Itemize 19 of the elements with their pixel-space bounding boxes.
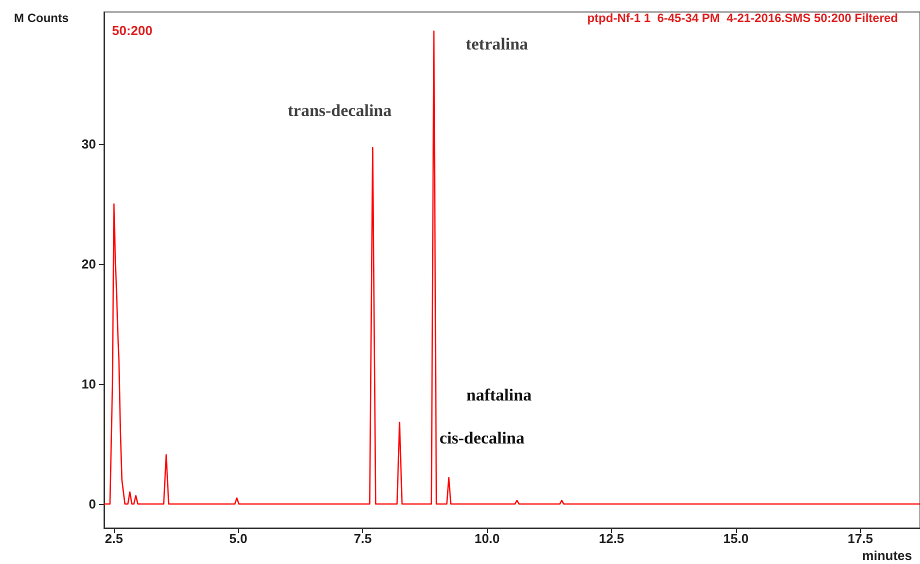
y-axis-title: M Counts [14, 11, 69, 25]
x-tick-label: 2.5 [104, 531, 123, 546]
x-tick-label: 12.5 [598, 531, 624, 546]
annotation: trans-decalina [288, 101, 392, 120]
x-axis-title: minutes [862, 548, 912, 563]
x-tick-label: 15.0 [723, 531, 749, 546]
chart-title: ptpd-Nf-1 1 6-45-34 PM 4-21-2016.SMS 50:200 Filtered [587, 11, 898, 25]
x-tick-label: 5.0 [229, 531, 248, 546]
x-tick-label: 17.5 [848, 531, 873, 546]
x-tick-label: 10.0 [474, 531, 500, 546]
annotation: cis-decalina [440, 428, 525, 448]
annotation: tetralina [466, 34, 529, 54]
text: 50:200 [112, 23, 152, 38]
y-tick-label: 20 [82, 256, 96, 272]
y-tick-label: 10 [82, 376, 96, 392]
x-tick-label: 7.5 [354, 531, 372, 546]
y-tick-label: 0 [88, 496, 96, 512]
annotation: naftalina [466, 386, 532, 404]
y-tick-label: 30 [82, 136, 96, 152]
